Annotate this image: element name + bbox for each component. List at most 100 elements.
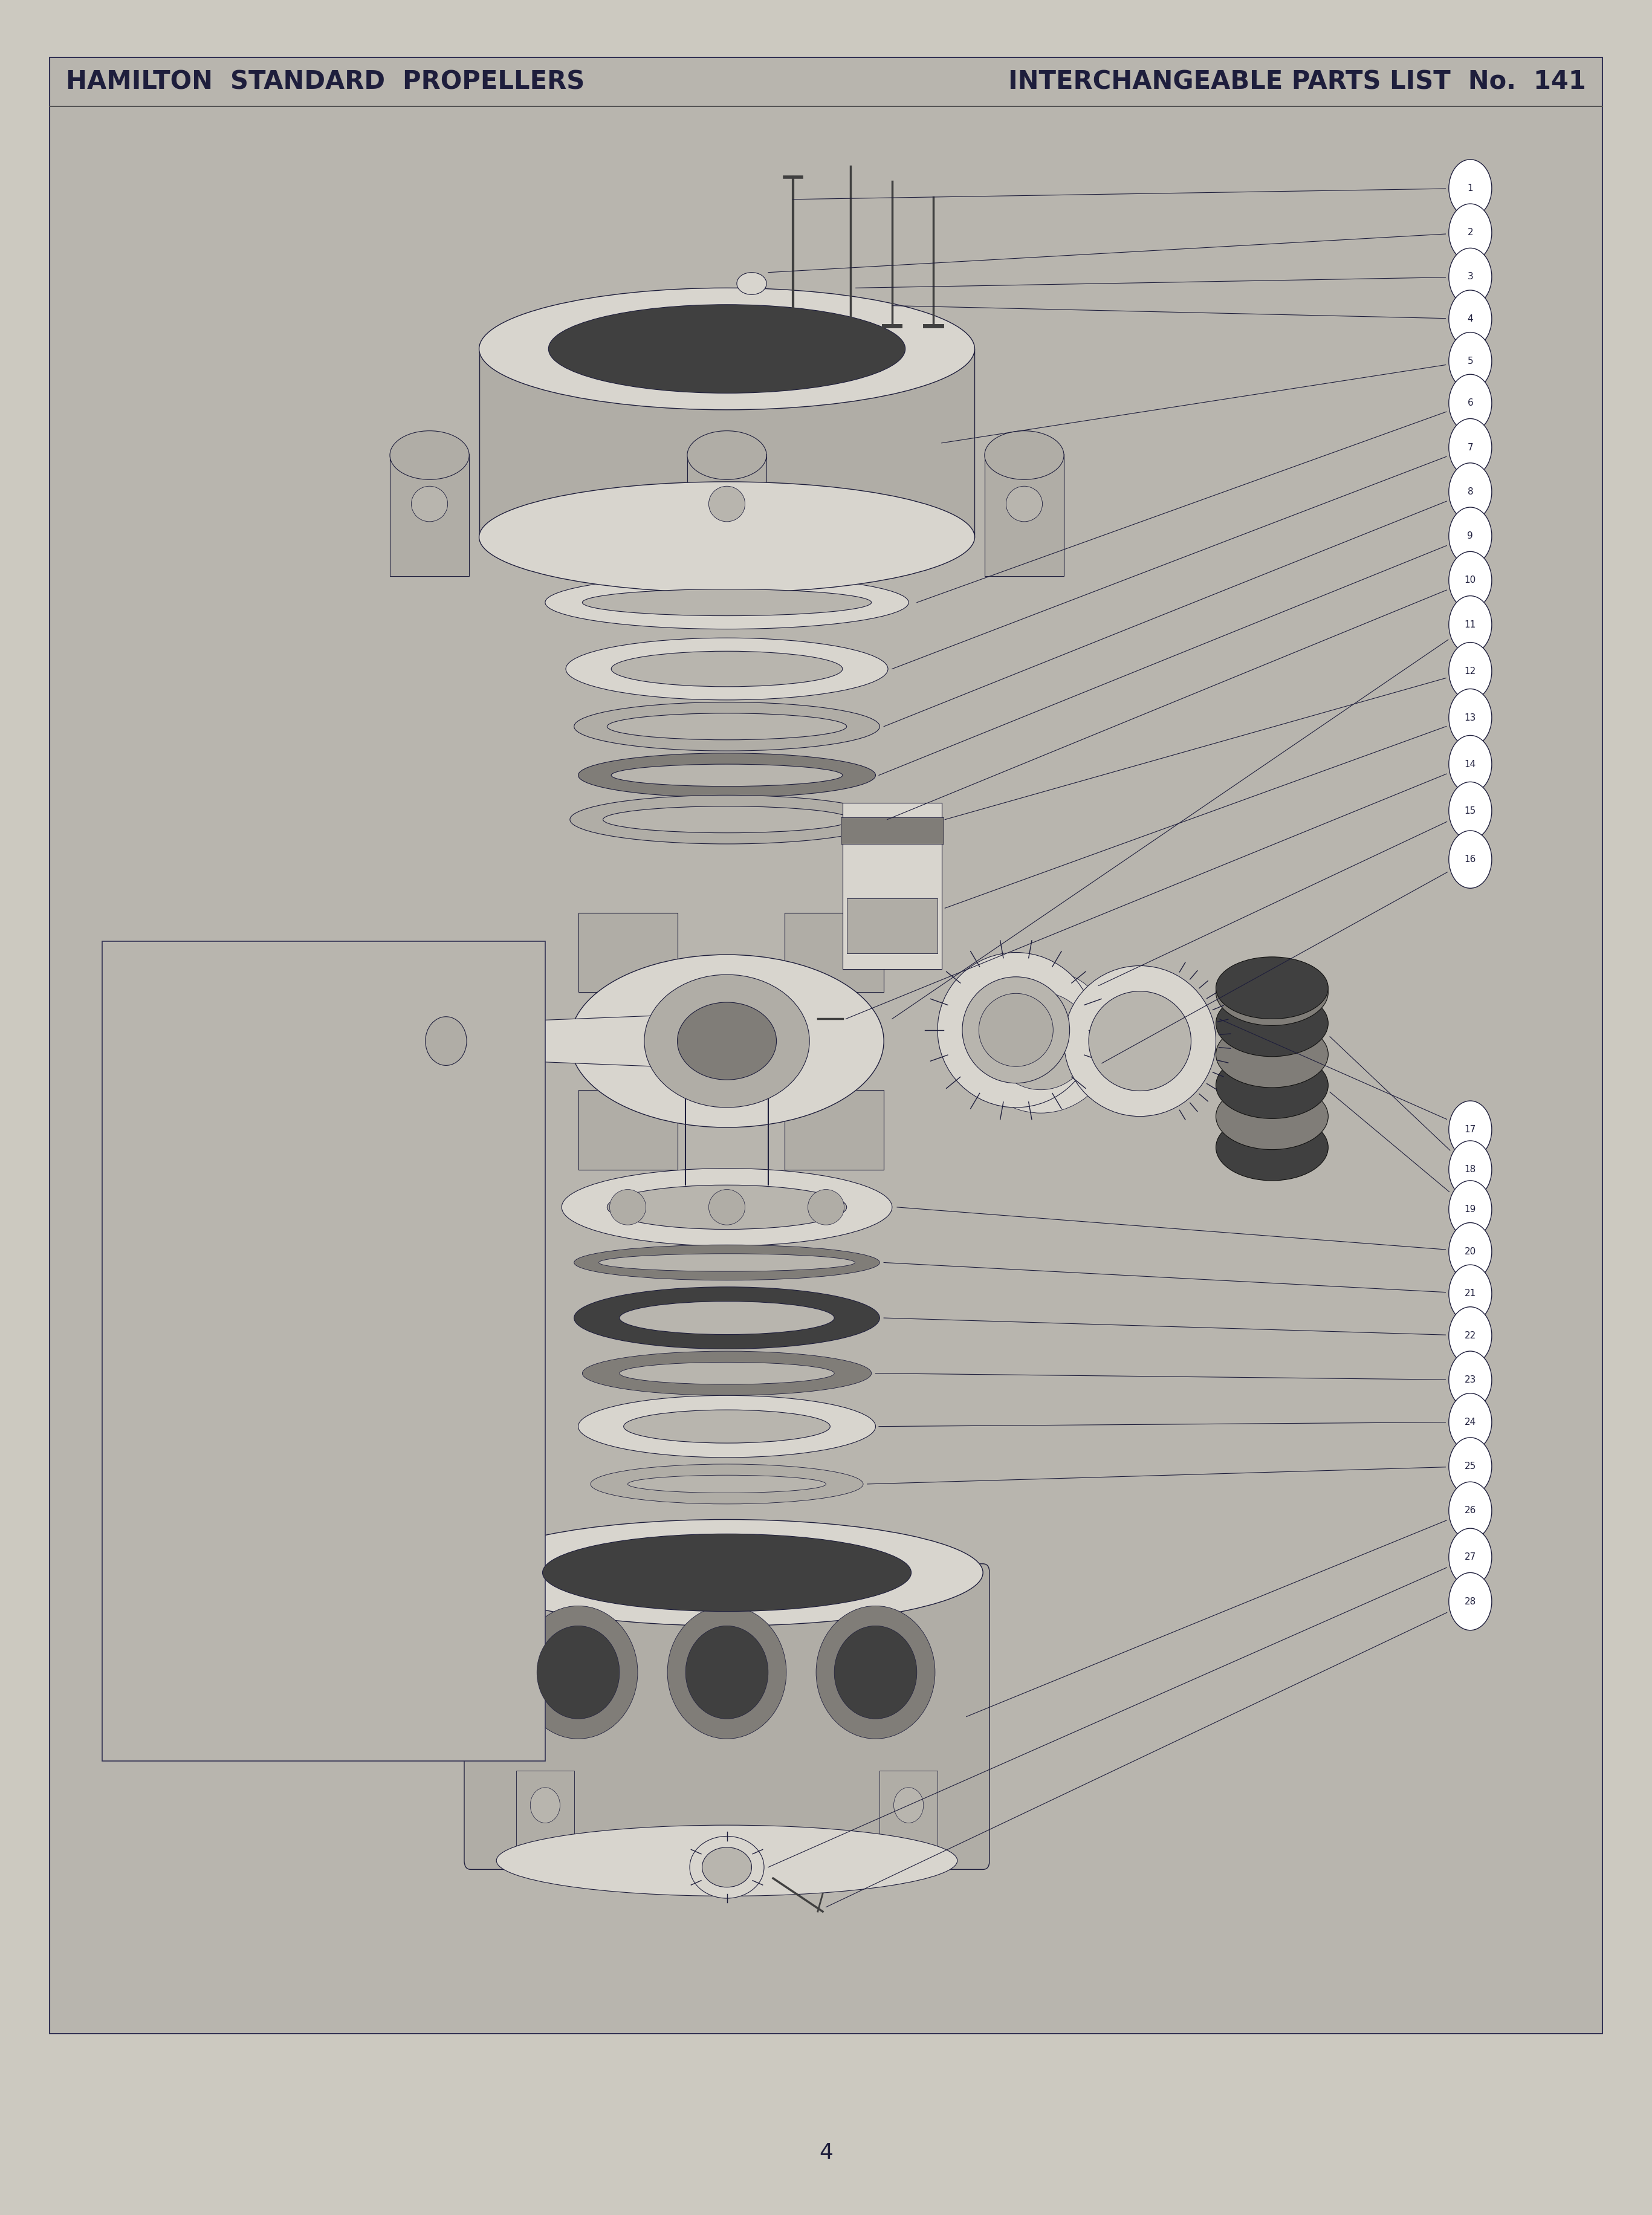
Ellipse shape <box>709 1189 745 1225</box>
Ellipse shape <box>1216 1114 1328 1181</box>
Ellipse shape <box>1216 1021 1328 1088</box>
Text: Barrel Bolt — Long: Barrel Bolt — Long <box>228 1130 339 1141</box>
Text: 25: 25 <box>1464 1462 1477 1471</box>
Ellipse shape <box>570 955 884 1127</box>
Text: INTERCHANGEABLE PARTS LIST  No.  141: INTERCHANGEABLE PARTS LIST No. 141 <box>1008 69 1586 95</box>
Circle shape <box>1449 689 1492 746</box>
Ellipse shape <box>582 1351 872 1395</box>
Ellipse shape <box>985 430 1064 481</box>
Text: 20: 20 <box>142 1522 157 1535</box>
Text: 23: 23 <box>142 1597 157 1608</box>
Text: 19: 19 <box>142 1497 157 1508</box>
Circle shape <box>1449 1573 1492 1630</box>
Text: 19: 19 <box>1464 1205 1477 1214</box>
Text: Barrel — Outboard Half: Barrel — Outboard Half <box>228 1154 365 1165</box>
Ellipse shape <box>1216 957 1328 1019</box>
Text: 18: 18 <box>1464 1165 1477 1174</box>
Ellipse shape <box>1064 966 1216 1116</box>
Bar <box>841 817 943 844</box>
Text: 25: 25 <box>142 1646 157 1657</box>
Text: Assembly Stop Pin: Assembly Stop Pin <box>228 1376 337 1387</box>
Ellipse shape <box>411 487 448 523</box>
Text: 13: 13 <box>1464 713 1477 722</box>
Ellipse shape <box>709 487 745 523</box>
Circle shape <box>1449 419 1492 476</box>
Polygon shape <box>446 1014 686 1068</box>
Text: 22: 22 <box>142 1573 157 1584</box>
Circle shape <box>1449 1393 1492 1451</box>
Circle shape <box>1449 463 1492 521</box>
Ellipse shape <box>608 1185 846 1229</box>
Text: 8: 8 <box>142 1229 150 1240</box>
Ellipse shape <box>426 1017 468 1065</box>
Text: 3: 3 <box>1467 272 1474 281</box>
Ellipse shape <box>816 1606 935 1739</box>
Ellipse shape <box>620 1302 834 1333</box>
Bar <box>785 1090 884 1170</box>
Text: 26: 26 <box>142 1670 157 1681</box>
Ellipse shape <box>582 589 872 616</box>
Text: 20: 20 <box>1464 1247 1477 1256</box>
Bar <box>578 1090 677 1170</box>
Ellipse shape <box>1216 990 1328 1057</box>
Text: 8: 8 <box>1467 487 1474 496</box>
Circle shape <box>1449 1223 1492 1280</box>
Circle shape <box>1449 1482 1492 1539</box>
Ellipse shape <box>667 1606 786 1739</box>
Text: 11: 11 <box>1464 620 1477 629</box>
Text: Barrel Bolt — Short: Barrel Bolt — Short <box>228 1105 342 1116</box>
Ellipse shape <box>562 1170 892 1245</box>
Ellipse shape <box>542 1533 912 1613</box>
Text: Spider & Shaft Seal: Spider & Shaft Seal <box>228 1254 342 1265</box>
Text: 22: 22 <box>1464 1331 1477 1340</box>
Text: 14: 14 <box>1464 760 1477 769</box>
Text: 18: 18 <box>142 1473 157 1484</box>
Ellipse shape <box>390 430 469 481</box>
Text: 5: 5 <box>142 1154 150 1165</box>
Ellipse shape <box>1216 1083 1328 1150</box>
Ellipse shape <box>575 1287 879 1349</box>
Text: Barrel Half Seal: Barrel Half Seal <box>228 1646 319 1657</box>
Ellipse shape <box>1006 487 1042 523</box>
Ellipse shape <box>530 1788 560 1823</box>
Ellipse shape <box>548 303 905 394</box>
Ellipse shape <box>689 1836 763 1898</box>
Text: Blade Packing: Blade Packing <box>228 1546 311 1559</box>
Text: 4: 4 <box>1467 315 1474 323</box>
Text: Spider Ring: Spider Ring <box>228 1573 296 1584</box>
Circle shape <box>1449 374 1492 432</box>
Text: Blade Spring Pack Shim: Blade Spring Pack Shim <box>228 1473 367 1484</box>
Text: 6: 6 <box>1467 399 1474 408</box>
Ellipse shape <box>687 430 767 481</box>
Bar <box>847 897 938 952</box>
Text: 9: 9 <box>142 1254 150 1265</box>
Circle shape <box>1449 596 1492 653</box>
Text: Spider Shim Plate: Spider Shim Plate <box>228 1400 332 1411</box>
Circle shape <box>1449 1307 1492 1364</box>
Circle shape <box>1449 204 1492 261</box>
Text: 28: 28 <box>1464 1597 1477 1606</box>
Circle shape <box>1449 1181 1492 1238</box>
Ellipse shape <box>610 1189 646 1225</box>
Ellipse shape <box>578 753 876 797</box>
Ellipse shape <box>598 1254 856 1271</box>
Text: 23: 23 <box>1464 1376 1477 1384</box>
Text: 26: 26 <box>1464 1506 1477 1515</box>
Circle shape <box>1449 1141 1492 1198</box>
Text: Spider & Shaft Seal Washer: Spider & Shaft Seal Washer <box>228 1278 390 1289</box>
Circle shape <box>1449 831 1492 888</box>
Bar <box>479 348 975 538</box>
Bar <box>785 913 884 992</box>
Text: Fixed Cam Locating Dowel: Fixed Cam Locating Dowel <box>228 1057 383 1068</box>
Ellipse shape <box>545 576 909 629</box>
Circle shape <box>1449 782 1492 839</box>
Text: 4: 4 <box>142 1130 150 1141</box>
Ellipse shape <box>1216 1052 1328 1119</box>
Text: 7: 7 <box>1467 443 1474 452</box>
Text: 2: 2 <box>1467 228 1474 237</box>
Text: (Reference 1 of Figure 1): (Reference 1 of Figure 1) <box>249 1712 398 1723</box>
Text: 7: 7 <box>142 1203 150 1216</box>
Text: PART NAME: PART NAME <box>228 986 320 1001</box>
Ellipse shape <box>496 1825 958 1896</box>
Ellipse shape <box>894 1788 923 1823</box>
